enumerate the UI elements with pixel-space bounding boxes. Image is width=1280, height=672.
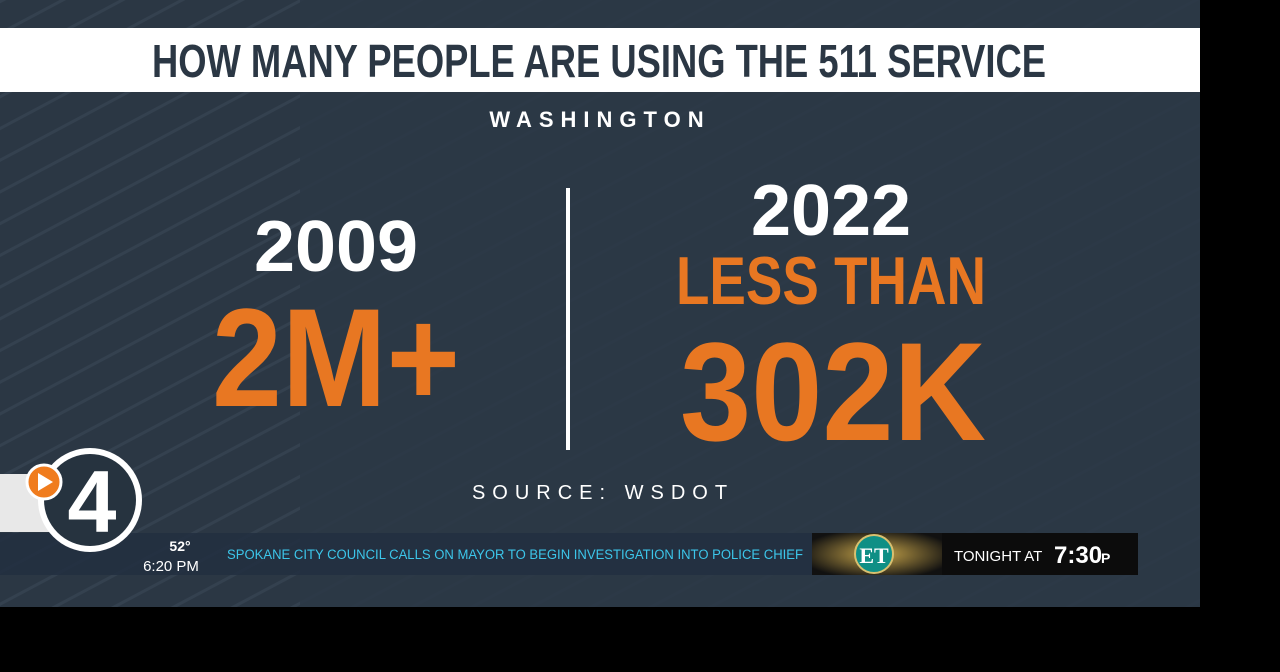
et-badge (854, 534, 894, 574)
logo: 4 (68, 452, 117, 551)
headline: SPOKANE CITY COUNCIL CALLS ON MAYOR TO B… (227, 547, 803, 562)
divider (566, 188, 570, 450)
right-qualifier: LESS THAN (676, 243, 986, 319)
right-year: 2022 (751, 171, 911, 251)
left-value: 2M+ (212, 279, 460, 436)
title-banner (0, 28, 1200, 92)
source: SOURCE: WSDOT (472, 482, 734, 504)
right-value: 302K (680, 313, 986, 470)
promo-time: 7:30 (1054, 542, 1102, 569)
left-year: 2009 (254, 207, 418, 287)
region: WASHINGTON (489, 107, 710, 132)
clock: 6:20 PM (143, 558, 199, 575)
promo-suffix: P (1101, 550, 1110, 566)
et-logo: ET (859, 543, 889, 568)
title: HOW MANY PEOPLE ARE USING THE 511 SERVIC… (152, 35, 1046, 87)
logo-play-icon (38, 473, 53, 491)
promo-lead: TONIGHT AT (954, 548, 1042, 565)
temperature: 52° (169, 538, 190, 554)
background-shade (300, 0, 1200, 607)
logo-disc (44, 454, 136, 546)
